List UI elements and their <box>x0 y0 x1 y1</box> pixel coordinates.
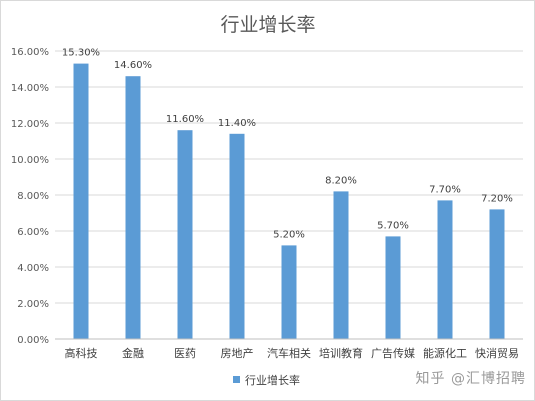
bar <box>125 76 141 339</box>
legend: 行业增长率 <box>233 373 300 387</box>
category-label: 汽车相关 <box>267 346 311 360</box>
category-label: 广告传媒 <box>371 347 415 360</box>
data-label: 8.20% <box>325 175 357 186</box>
y-tick-label: 8.00% <box>17 191 49 202</box>
data-label: 14.60% <box>114 60 152 71</box>
bar <box>437 200 453 339</box>
y-axis: 0.00% 2.00% 4.00% 6.00% 8.00% 10.00% 12.00% 14.… <box>11 47 49 346</box>
y-tick-label: 0.00% <box>17 335 49 346</box>
data-label: 7.20% <box>481 193 513 204</box>
data-label: 7.70% <box>429 184 461 195</box>
data-label: 11.60% <box>166 114 204 125</box>
bars: 15.30% 14.60% 11.60% 11.40% 5.20% 8.20% 5.70% 7… <box>62 48 513 339</box>
data-label: 15.30% <box>62 48 100 59</box>
y-tick-label: 16.00% <box>11 47 49 58</box>
data-label: 11.40% <box>218 118 256 129</box>
y-tick-label: 2.00% <box>17 299 49 310</box>
bar <box>333 191 349 339</box>
legend-label: 行业增长率 <box>245 373 300 387</box>
bar <box>177 130 193 339</box>
category-label: 医药 <box>174 347 196 360</box>
legend-swatch <box>233 376 240 383</box>
category-label: 快消贸易 <box>475 346 519 360</box>
category-label: 房地产 <box>221 346 254 360</box>
data-label: 5.70% <box>377 220 409 231</box>
y-tick-label: 4.00% <box>17 263 49 274</box>
category-label: 培训教育 <box>319 346 363 360</box>
category-label: 高科技 <box>65 346 98 360</box>
data-label: 5.20% <box>273 229 305 240</box>
bar <box>489 209 505 339</box>
category-label: 金融 <box>122 346 144 360</box>
watermark-text: 知乎 @汇博招聘 <box>415 371 526 387</box>
bar <box>385 236 401 339</box>
y-tick-label: 6.00% <box>17 227 49 238</box>
y-tick-label: 10.00% <box>11 155 49 166</box>
bar <box>229 133 245 339</box>
y-tick-label: 14.00% <box>11 83 49 94</box>
bar <box>73 63 89 339</box>
bar <box>281 245 297 339</box>
x-axis: 高科技 金融 医药 房地产 汽车相关 培训教育 广告传媒 能源化工 快消贸易 <box>55 338 523 360</box>
y-tick-label: 12.00% <box>11 119 49 130</box>
chart-title: 行业增长率 <box>220 14 315 36</box>
category-label: 能源化工 <box>423 346 467 360</box>
